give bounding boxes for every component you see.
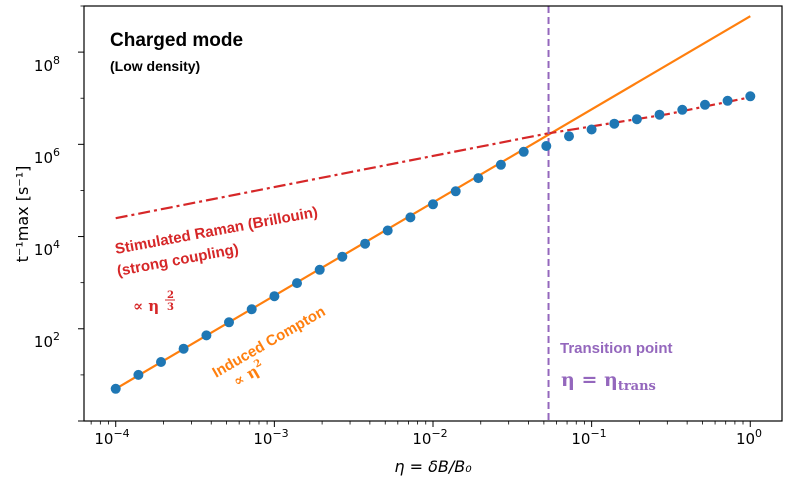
raman-exp-num: 2: [167, 290, 174, 301]
data-point: [405, 212, 416, 223]
data-point: [586, 124, 597, 135]
data-point: [722, 95, 733, 106]
transition-equation: η = ηtrans: [561, 369, 656, 394]
data-point: [745, 91, 756, 102]
y-tick-label: 106: [34, 146, 60, 167]
x-tick-label: 10−2: [412, 427, 447, 448]
x-ticks: [90, 421, 751, 427]
data-point: [292, 278, 302, 289]
data-point: [156, 357, 166, 367]
data-point: [541, 141, 552, 151]
compton-label: Induced Compton: [210, 303, 329, 381]
data-point: [700, 99, 710, 110]
plot-layer: [110, 6, 756, 421]
data-point: [201, 330, 212, 341]
x-axis-label: η = δB/B₀: [394, 457, 472, 476]
transition-label: Transition point: [560, 340, 673, 357]
plot-area: [110, 6, 756, 421]
chart-mode-subtitle: (Low density): [110, 58, 200, 74]
data-point: [360, 238, 371, 249]
data-point: [473, 173, 484, 184]
x-tick-label: 10−3: [253, 427, 288, 448]
data-point: [564, 131, 574, 142]
raman-exp-den: 3: [167, 302, 174, 313]
x-tick-label: 100: [736, 427, 762, 448]
data-point: [450, 186, 461, 197]
data-point: [495, 159, 506, 170]
y-ticks: [78, 5, 84, 422]
data-point: [609, 118, 620, 129]
y-tick-label: 108: [34, 54, 60, 75]
data-point: [246, 304, 257, 315]
y-tick-label: 104: [34, 238, 60, 259]
data-point: [133, 369, 144, 380]
data-point: [382, 225, 393, 236]
y-tick-label: 102: [34, 330, 60, 351]
data-point: [110, 383, 121, 394]
chart-mode-title: Charged mode: [110, 30, 243, 51]
data-point: [337, 251, 348, 262]
data-point: [178, 343, 189, 354]
y-axis-label: t⁻¹max [s⁻¹]: [13, 166, 32, 263]
data-point: [654, 109, 665, 120]
x-tick-label: 10−1: [571, 427, 606, 448]
data-point: [428, 199, 438, 210]
data-point: [518, 146, 529, 157]
raman-scaling-label: ∝ η: [133, 297, 159, 315]
data-point: [269, 291, 280, 302]
data-point: [677, 104, 688, 115]
data-point: [631, 114, 642, 125]
data-point: [314, 264, 325, 275]
data-point: [224, 317, 234, 328]
x-tick-label: 10−4: [94, 427, 129, 448]
